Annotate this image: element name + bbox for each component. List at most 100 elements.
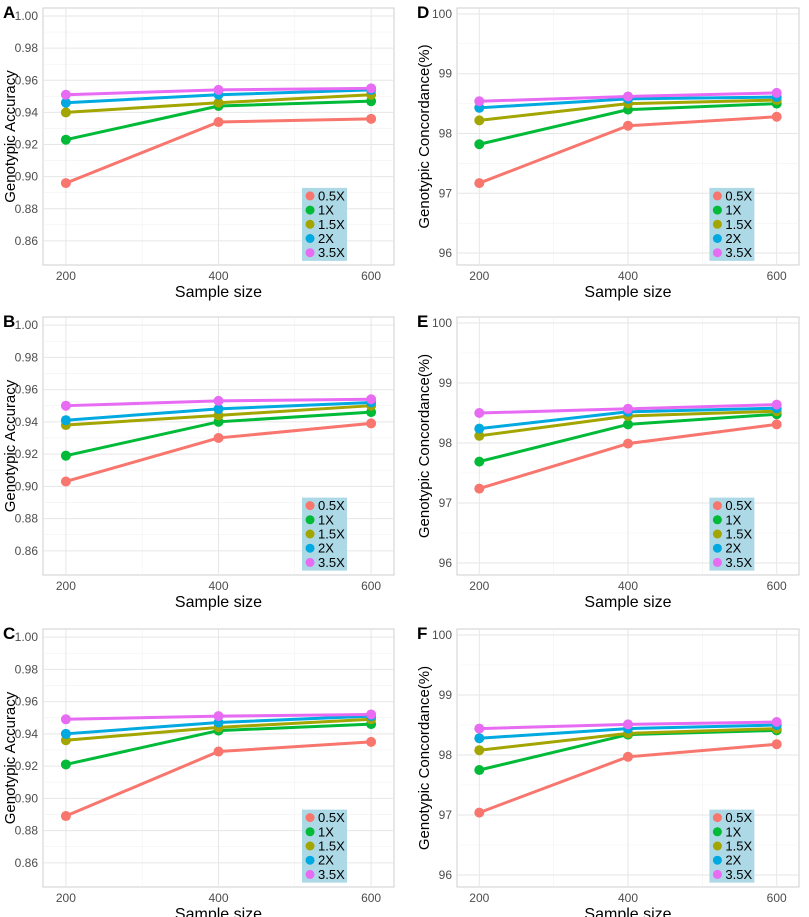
y-tick-label: 97 xyxy=(439,186,453,200)
data-point-0-5x xyxy=(213,117,224,128)
legend-key-icon xyxy=(305,191,315,201)
data-point-0-5x xyxy=(771,419,782,430)
y-tick-label: 0.98 xyxy=(15,350,39,364)
data-point-0-5x xyxy=(60,476,71,487)
x-tick-label: 200 xyxy=(56,579,76,593)
legend-label: 1.5X xyxy=(318,839,345,854)
legend-key-icon xyxy=(712,827,722,837)
panel-letter: B xyxy=(3,312,15,331)
legend-key-icon xyxy=(305,529,315,539)
data-point-1-5x xyxy=(213,97,224,108)
x-axis-title: Sample size xyxy=(175,594,262,611)
legend-label: 1X xyxy=(725,824,741,839)
legend-key-icon xyxy=(305,841,315,851)
y-tick-label: 99 xyxy=(439,688,453,702)
legend-key-icon xyxy=(712,869,722,879)
legend-key-icon xyxy=(712,205,722,215)
legend-label: 3.5X xyxy=(318,245,345,260)
legend-key-icon xyxy=(305,855,315,865)
y-tick-label: 0.86 xyxy=(15,544,39,558)
data-point-3-5x xyxy=(771,717,782,727)
data-point-0-5x xyxy=(366,736,377,747)
legend-label: 2X xyxy=(318,541,334,556)
legend-key-icon xyxy=(305,557,315,567)
y-tick-label: 0.96 xyxy=(15,73,39,87)
y-tick-label: 1.00 xyxy=(15,318,39,332)
x-tick-label: 600 xyxy=(361,269,381,283)
y-tick-label: 98 xyxy=(439,436,453,450)
data-point-3-5x xyxy=(60,714,71,725)
data-point-1x xyxy=(623,419,633,430)
x-tick-label: 600 xyxy=(361,579,381,593)
x-tick-label: 400 xyxy=(618,269,638,283)
legend-key-icon xyxy=(712,841,722,851)
data-point-0-5x xyxy=(60,811,71,822)
data-point-1-5x xyxy=(60,107,71,118)
legend-key-icon xyxy=(305,248,315,258)
data-point-0-5x xyxy=(213,746,224,757)
legend-key-icon xyxy=(305,869,315,879)
x-axis-title: Sample size xyxy=(175,284,262,301)
x-tick-label: 200 xyxy=(469,269,489,283)
legend-label: 3.5X xyxy=(318,867,345,882)
chart-panel-c: 0.86 0.88 0.90 0.92 0.94 0.96 0.98 1.00 200 400 60… xyxy=(2,624,395,917)
legend-label: 1.5X xyxy=(318,217,345,232)
data-point-3-5x xyxy=(60,89,71,100)
y-tick-label: 0.88 xyxy=(15,202,39,216)
y-tick-label: 96 xyxy=(439,556,453,570)
data-point-0-5x xyxy=(213,432,224,443)
y-axis-title: Genotypic Accuracy xyxy=(2,691,19,824)
x-tick-label: 400 xyxy=(208,891,228,905)
data-point-0-5x xyxy=(366,113,377,124)
y-tick-label: 0.88 xyxy=(15,824,39,838)
panel-letter: A xyxy=(3,3,15,22)
y-tick-label: 99 xyxy=(439,376,453,390)
panel-letter: E xyxy=(417,312,428,331)
data-point-0-5x xyxy=(771,111,782,122)
data-point-1-5x xyxy=(474,115,485,126)
data-point-1x xyxy=(474,765,485,775)
x-tick-label: 400 xyxy=(618,579,638,593)
legend-label: 1X xyxy=(725,512,741,527)
data-point-0-5x xyxy=(623,120,633,131)
y-tick-label: 0.98 xyxy=(15,41,39,55)
y-tick-label: 98 xyxy=(439,127,453,141)
y-axis-title: Genotypic Concordance(%) xyxy=(416,44,433,228)
data-point-3-5x xyxy=(366,394,377,405)
data-point-0-5x xyxy=(474,483,485,494)
y-tick-label: 100 xyxy=(432,316,452,330)
chart-panel-e: 96 97 98 99 100 200 400 600 Sample size Genotypic… xyxy=(416,312,800,611)
legend-label: 1X xyxy=(725,203,741,218)
data-point-3-5x xyxy=(474,96,485,107)
data-point-1x xyxy=(474,139,485,150)
legend-key-icon xyxy=(712,515,722,525)
y-tick-label: 0.94 xyxy=(15,415,39,429)
data-point-2x xyxy=(213,403,224,414)
legend-label: 1X xyxy=(318,824,334,839)
data-point-1-5x xyxy=(474,430,485,441)
legend-label: 0.5X xyxy=(725,810,752,825)
y-tick-label: 0.98 xyxy=(15,662,39,676)
panel-letter: F xyxy=(417,624,427,643)
y-tick-label: 0.92 xyxy=(15,759,39,773)
data-point-0-5x xyxy=(474,178,485,189)
x-tick-label: 200 xyxy=(469,579,489,593)
legend-label: 0.5X xyxy=(318,188,345,203)
y-tick-label: 99 xyxy=(439,67,453,81)
y-tick-label: 97 xyxy=(439,496,453,510)
legend-label: 2X xyxy=(318,231,334,246)
legend-label: 2X xyxy=(725,231,741,246)
y-tick-label: 97 xyxy=(439,808,453,822)
x-tick-label: 600 xyxy=(361,891,381,905)
legend-label: 3.5X xyxy=(318,555,345,570)
legend-key-icon xyxy=(712,855,722,865)
legend-label: 0.5X xyxy=(318,498,345,513)
legend-label: 0.5X xyxy=(725,188,752,203)
x-tick-label: 400 xyxy=(208,269,228,283)
data-point-1-5x xyxy=(474,745,485,756)
legend-key-icon xyxy=(305,205,315,215)
chart-panel-a: 0.86 0.88 0.90 0.92 0.94 0.96 0.98 1.00 200 400 60… xyxy=(2,3,395,301)
